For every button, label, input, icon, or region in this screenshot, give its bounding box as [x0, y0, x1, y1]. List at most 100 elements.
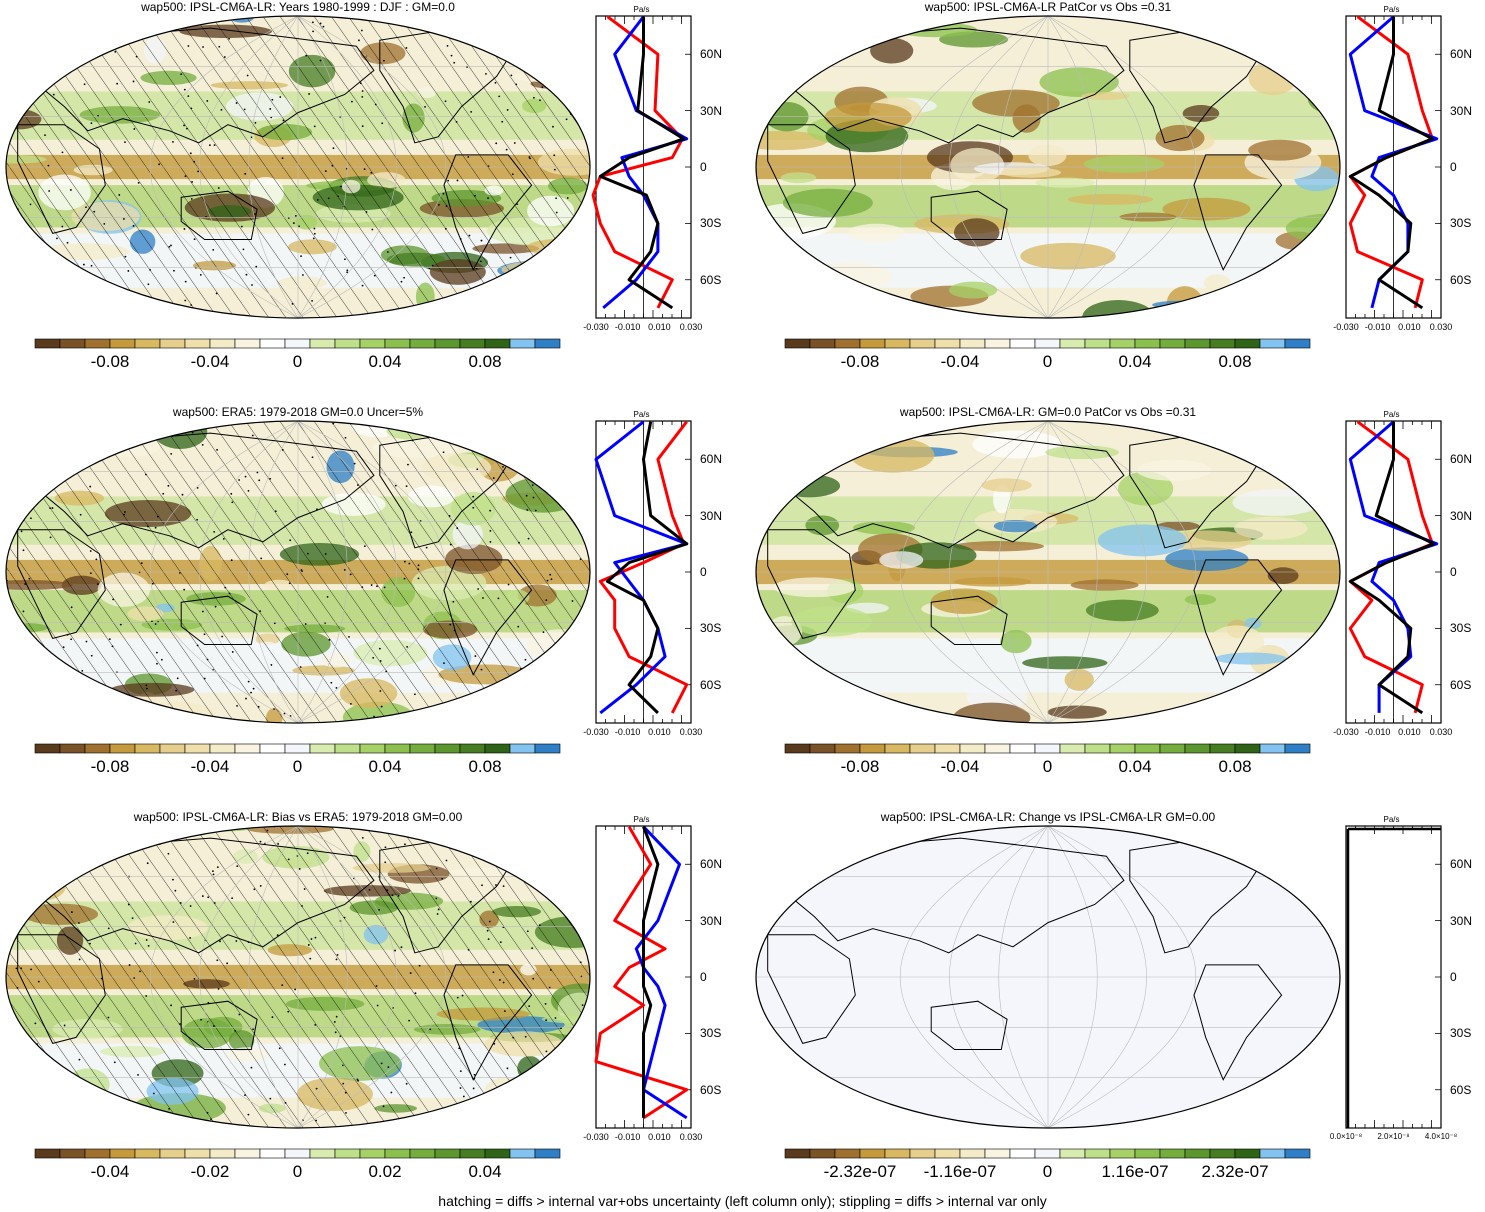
stipple-dot	[557, 254, 560, 257]
colorbar-swatch	[34, 743, 61, 754]
stipple-dot	[277, 843, 280, 845]
stipple-dot	[214, 605, 217, 608]
latitude-label: 0	[700, 565, 707, 579]
colorbar-swatch	[309, 338, 336, 349]
stipple-dot	[36, 66, 38, 69]
stipple-dot	[394, 949, 396, 952]
colorbar-swatch	[434, 743, 461, 754]
stipple-dot	[412, 834, 415, 837]
stipple-dot	[524, 466, 527, 468]
stipple-dot	[223, 56, 226, 58]
stipple-dot	[523, 704, 525, 707]
field-blob	[1182, 105, 1220, 123]
stipple-dot	[89, 942, 91, 945]
colorbar-label: 0.08	[468, 352, 502, 371]
stipple-dot	[40, 869, 43, 872]
stipple-dot	[219, 940, 221, 943]
stipple-dot	[156, 515, 159, 518]
stipple-dot	[361, 90, 364, 92]
stipple-dot	[543, 458, 546, 460]
stipple-dot	[287, 1010, 290, 1013]
profile-series-line	[594, 420, 689, 715]
stipple-dot	[162, 492, 165, 495]
stipple-dot	[222, 537, 225, 540]
stipple-dot	[365, 211, 368, 213]
stipple-dot	[127, 903, 130, 906]
latitude-label: 60S	[1450, 272, 1472, 287]
stipple-dot	[523, 451, 526, 454]
stipple-dot	[376, 16, 379, 19]
stipple-dot	[83, 83, 86, 86]
robinson-map	[755, 15, 1341, 319]
stipple-dot	[381, 122, 384, 125]
colorbar-swatch	[484, 1148, 511, 1159]
zonal-mean-profile	[591, 15, 692, 319]
field-blob	[981, 478, 1032, 493]
stipple-dot	[481, 35, 484, 38]
stipple-dot	[255, 265, 258, 268]
stipple-dot	[56, 237, 58, 240]
latitude-label: 60N	[700, 857, 723, 872]
stipple-dot	[308, 93, 310, 95]
colorbar-swatch	[309, 1148, 336, 1159]
stipple-dot	[311, 456, 314, 459]
stipple-dot	[425, 546, 428, 549]
stipple-dot	[456, 527, 459, 530]
colorbar-swatch	[984, 338, 1011, 349]
stipple-dot	[518, 541, 520, 544]
stipple-dot	[46, 20, 49, 23]
profile-tick-label: 0.0×10⁻⁸	[1329, 1132, 1363, 1141]
stipple-dot	[475, 267, 478, 270]
stipple-dot	[524, 1035, 527, 1038]
stipple-dot	[193, 160, 196, 163]
stipple-dot	[123, 218, 125, 220]
stipple-dot	[298, 225, 300, 228]
stipple-dot	[545, 1050, 548, 1053]
latitude-label: 30N	[700, 103, 723, 118]
stipple-dot	[228, 37, 230, 40]
field-blob	[780, 172, 817, 184]
stipple-dot	[306, 852, 309, 855]
stipple-dot	[541, 86, 544, 89]
stipple-dot	[133, 427, 136, 430]
stipple-dot	[383, 586, 386, 589]
stipple-dot	[327, 197, 330, 200]
stipple-dot	[33, 1102, 36, 1105]
profile-tick-label: 0.030	[679, 1132, 703, 1142]
stipple-dot	[561, 889, 564, 892]
stipple-dot	[505, 437, 508, 440]
stipple-dot	[20, 530, 23, 533]
zonal-mean-profile	[1345, 825, 1442, 1129]
field-blob	[824, 102, 912, 132]
field-blob	[1070, 579, 1139, 591]
stipple-dot	[515, 83, 518, 86]
map-field	[756, 421, 1340, 723]
coastline	[180, 1000, 258, 1050]
latitude-label: 30S	[1450, 1026, 1472, 1041]
colorbar-swatch	[234, 338, 261, 349]
colorbar-swatch	[1009, 1148, 1036, 1159]
stipple-dot	[70, 911, 73, 913]
stipple-dot	[271, 98, 274, 101]
stipple-dot	[472, 1087, 475, 1090]
stipple-dot	[15, 259, 17, 262]
stipple-dot	[445, 298, 447, 301]
stipple-dot	[544, 477, 547, 480]
stipple-dot	[196, 518, 199, 521]
stipple-dot	[578, 932, 581, 935]
colorbar-swatch	[784, 338, 811, 349]
map-field	[6, 421, 590, 723]
colorbar-swatch	[184, 1148, 211, 1159]
latitude-label: 60S	[700, 1082, 722, 1097]
stipple-dot	[304, 623, 307, 625]
latitude-label: 30N	[1450, 508, 1473, 523]
stipple-dot	[566, 197, 569, 199]
stipple-dot	[462, 1095, 465, 1098]
stipple-dot	[494, 81, 497, 84]
graticule-meridian	[199, 421, 299, 723]
field-blob	[972, 89, 1060, 117]
graticule-meridian	[1047, 16, 1147, 318]
stipple-dot	[22, 549, 25, 552]
stipple-dot	[64, 476, 67, 479]
graticule-meridian	[1047, 421, 1197, 723]
